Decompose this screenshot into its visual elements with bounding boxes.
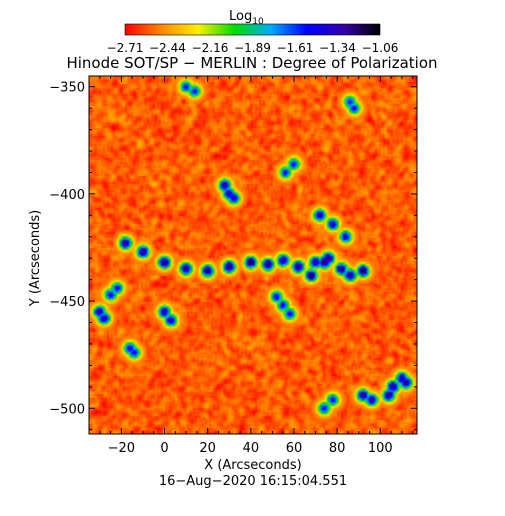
colorbar-tick-label: −2.16	[192, 41, 229, 55]
x-tick-label: 80	[329, 441, 346, 456]
y-tick-label: −350	[49, 81, 85, 96]
x-axis-title: X (Arcseconds)	[204, 458, 301, 473]
timestamp-footer: 16−Aug−2020 16:15:04.551	[159, 474, 347, 489]
colorbar-tick-label: −1.34	[319, 41, 356, 55]
colorbar-tick-label: −2.44	[149, 41, 186, 55]
colorbar-label: Log10	[229, 9, 264, 27]
heatmap-image	[89, 76, 417, 434]
x-tick-label: 100	[368, 441, 393, 456]
colorbar-tick-label: −1.06	[362, 41, 399, 55]
colorbar-tick-label: −1.61	[277, 41, 314, 55]
y-axis: −350 −400 −450 −500	[49, 81, 417, 431]
colorbar: Log10 −2.71 −2.44 −2.16 −1.89 −1.61 −1.34 −1.0…	[107, 9, 399, 55]
plot-frame	[88, 75, 418, 435]
y-tick-label: −400	[49, 188, 85, 203]
x-tick-label: 0	[160, 441, 168, 456]
x-tick-label: 60	[286, 441, 303, 456]
colorbar-tick-labels: −2.71 −2.44 −2.16 −1.89 −1.61 −1.34 −1.06	[107, 41, 399, 55]
colorbar-tick-label: −1.89	[234, 41, 271, 55]
chart-title: Hinode SOT/SP − MERLIN : Degree of Polar…	[66, 54, 437, 72]
x-axis: −20 0 20 40 60 80 100	[99, 76, 414, 456]
y-tick-label: −450	[49, 295, 85, 310]
x-tick-label: −20	[108, 441, 135, 456]
plot-area: −20 0 20 40 60 80 100 −350 −400 −450 −500	[49, 75, 418, 456]
x-tick-label: 20	[199, 441, 216, 456]
y-axis-title: Y (Arcseconds)	[28, 210, 43, 307]
x-tick-label: 40	[243, 441, 260, 456]
colorbar-gradient	[124, 23, 381, 36]
y-tick-label: −500	[49, 402, 85, 417]
colorbar-tick-label: −2.71	[107, 41, 144, 55]
